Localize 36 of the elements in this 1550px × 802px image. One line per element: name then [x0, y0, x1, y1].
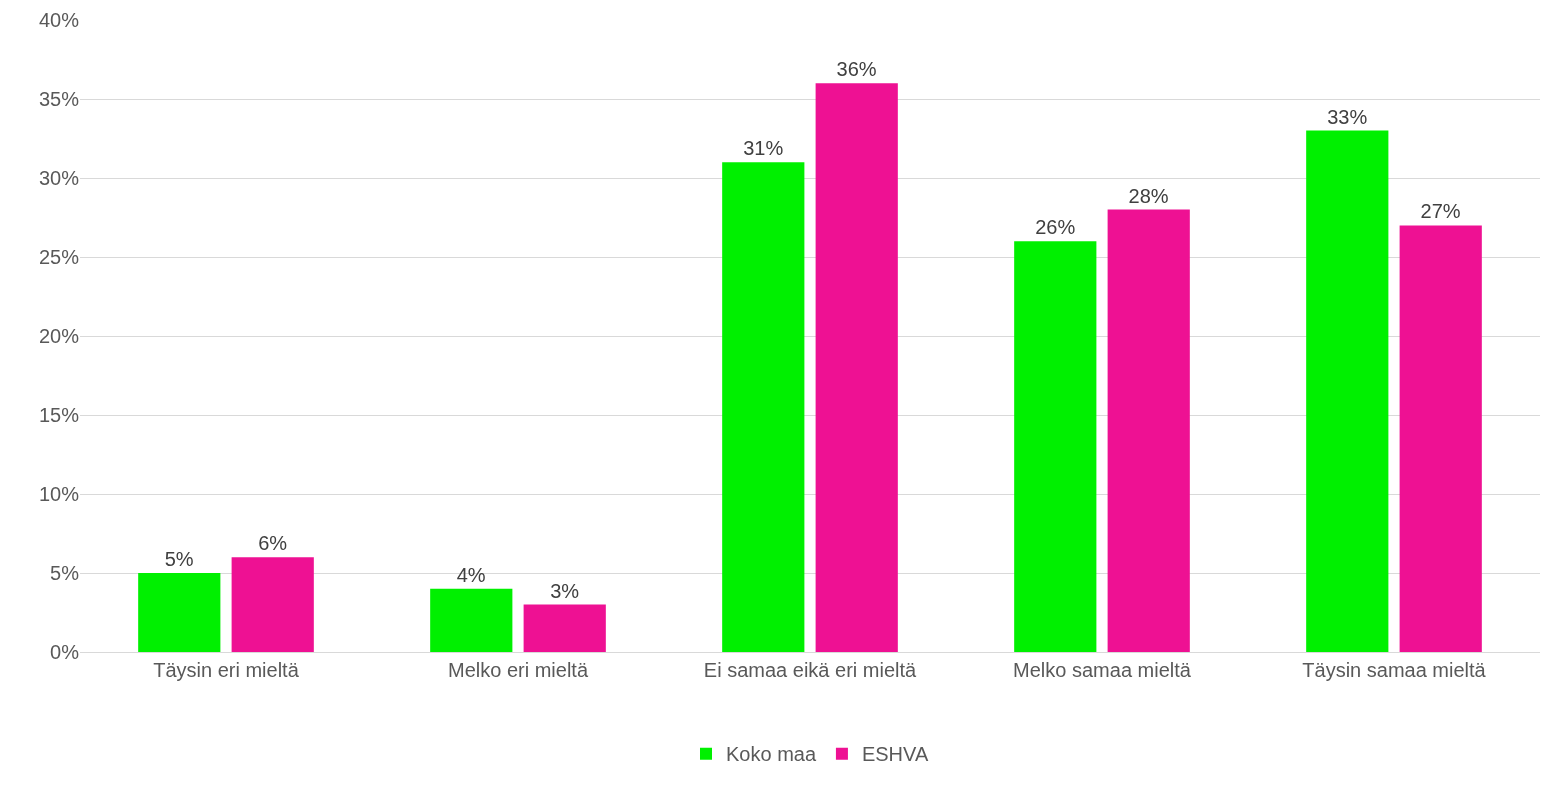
legend-label: ESHVA: [861, 743, 929, 766]
bar: [1399, 225, 1482, 652]
legend-label: Koko maa: [726, 743, 817, 766]
data-label: 28%: [1128, 184, 1169, 207]
y-tick-label: 0%: [50, 641, 80, 663]
y-tick-label: 25%: [38, 246, 80, 268]
bar: [1014, 241, 1097, 652]
data-label: 33%: [1327, 105, 1368, 128]
data-label: 3%: [550, 579, 580, 602]
data-label: 26%: [1035, 216, 1076, 239]
bar: [722, 162, 805, 652]
y-tick-label: 15%: [38, 404, 80, 426]
bar: [815, 83, 898, 652]
y-tick-label: 20%: [38, 325, 80, 347]
x-tick-label: Täysin samaa mieltä: [1302, 659, 1487, 681]
data-label: 6%: [258, 532, 288, 555]
y-tick-label: 10%: [38, 483, 80, 505]
bar: [231, 557, 314, 652]
bar: [523, 604, 606, 652]
x-tick-label: Melko samaa mieltä: [1013, 659, 1192, 681]
data-label: 36%: [836, 58, 877, 81]
x-tick-label: Täysin eri mieltä: [153, 659, 300, 681]
y-tick-label: 40%: [38, 9, 80, 31]
data-label: 5%: [164, 548, 194, 570]
y-tick-label: 5%: [50, 562, 80, 584]
x-tick-label: Melko eri mieltä: [447, 659, 589, 681]
bar: [138, 573, 221, 652]
data-label: 4%: [456, 563, 486, 586]
bar: [430, 588, 513, 652]
bar: [1107, 209, 1190, 652]
y-tick-label: 35%: [38, 88, 80, 110]
data-label: 27%: [1420, 200, 1461, 223]
bar: [1306, 130, 1389, 652]
x-tick-label: Ei samaa eikä eri mieltä: [703, 659, 918, 681]
data-label: 31%: [743, 137, 784, 160]
y-tick-label: 30%: [38, 167, 80, 189]
